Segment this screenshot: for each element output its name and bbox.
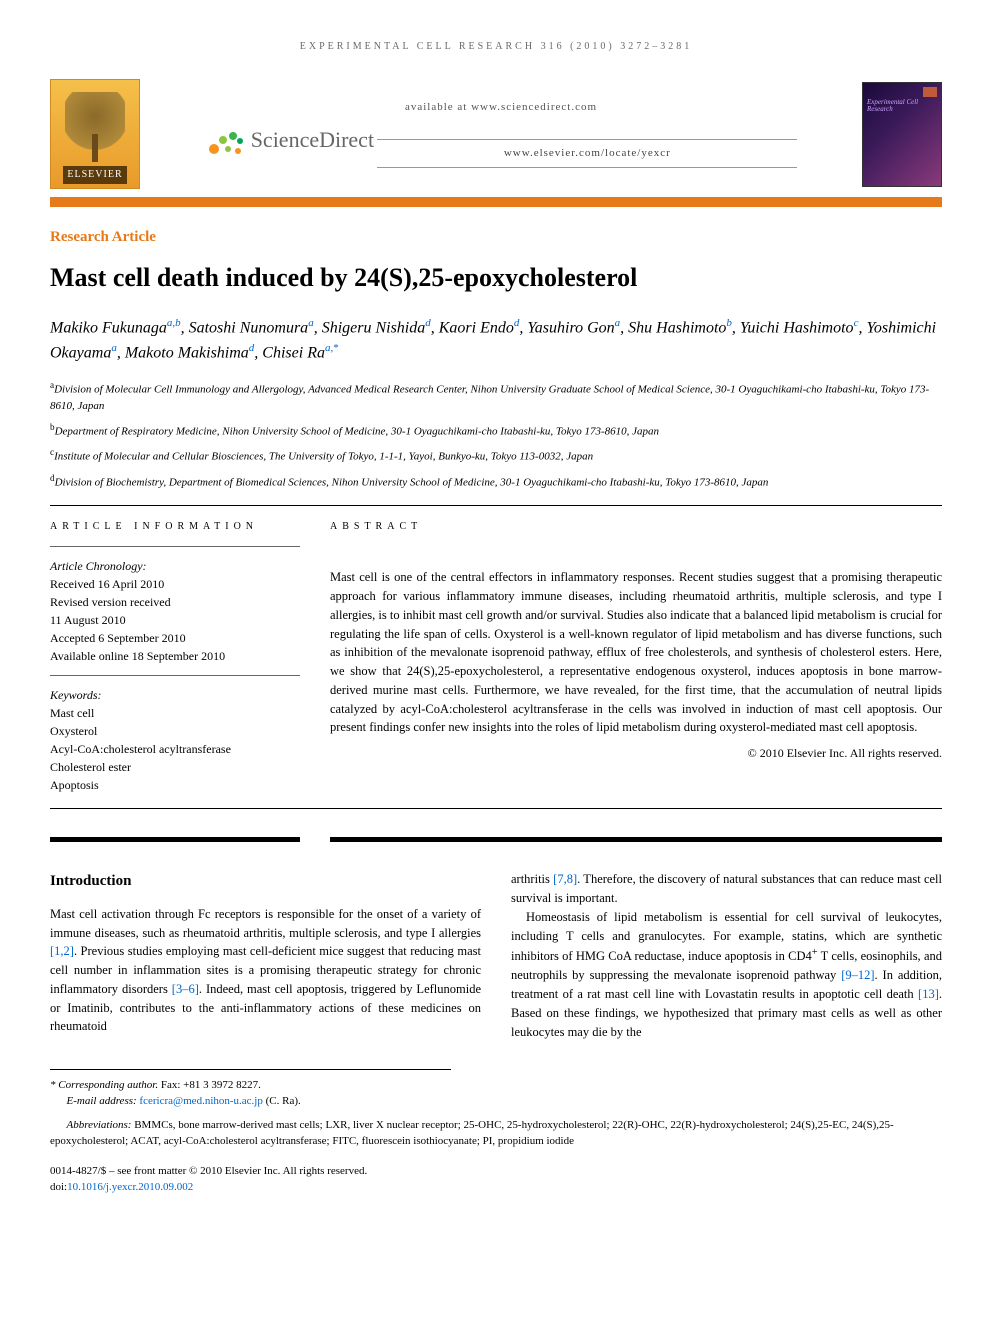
revised-date: 11 August 2010 xyxy=(50,611,300,629)
keyword: Mast cell xyxy=(50,704,300,722)
article-chronology: Article Chronology: Received 16 April 20… xyxy=(50,557,300,665)
sciencedirect-wordmark: ScienceDirect xyxy=(251,125,374,156)
info-rule-2 xyxy=(50,675,300,676)
corresponding-footnote: * Corresponding author. Fax: +81 3 3972 … xyxy=(50,1069,451,1110)
running-head: EXPERIMENTAL CELL RESEARCH 316 (2010) 32… xyxy=(50,40,942,54)
intro-para-1: Mast cell activation through Fc receptor… xyxy=(50,905,481,1036)
keywords-block: Keywords: Mast cellOxysterolAcyl-CoA:cho… xyxy=(50,686,300,794)
accepted-line: Accepted 6 September 2010 xyxy=(50,629,300,647)
doi-link: 10.1016/j.yexcr.2010.09.002 xyxy=(67,1181,193,1193)
journal-cover-thumbnail: Experimental Cell Research xyxy=(862,82,942,187)
keyword: Acyl-CoA:cholesterol acyltransferase xyxy=(50,740,300,758)
corr-author-label: * Corresponding author. xyxy=(50,1079,158,1091)
keywords-list: Mast cellOxysterolAcyl-CoA:cholesterol a… xyxy=(50,704,300,794)
affiliation-a: aDivision of Molecular Cell Immunology a… xyxy=(50,379,942,415)
issn-doi-block: 0014-4827/$ – see front matter © 2010 El… xyxy=(50,1164,942,1196)
intro-para-2: arthritis [7,8]. Therefore, the discover… xyxy=(511,870,942,908)
keywords-label: Keywords: xyxy=(50,686,300,704)
body-col-left: Introduction Mast cell activation throug… xyxy=(50,870,481,1041)
author-list: Makiko Fukunagaa,b, Satoshi Nunomuraa, S… xyxy=(50,315,942,366)
affiliation-b: bDepartment of Respiratory Medicine, Nih… xyxy=(50,421,942,441)
sciencedirect-logo: ScienceDirect xyxy=(205,125,374,156)
received-line: Received 16 April 2010 xyxy=(50,575,300,593)
elsevier-wordmark: ELSEVIER xyxy=(63,166,126,184)
thick-bar-left xyxy=(50,837,300,842)
info-rule-1 xyxy=(50,546,300,547)
masthead-center: available at www.sciencedirect.com Scien… xyxy=(155,90,847,178)
article-title: Mast cell death induced by 24(S),25-epox… xyxy=(50,262,942,295)
affiliation-c: cInstitute of Molecular and Cellular Bio… xyxy=(50,446,942,466)
elsevier-tree-icon xyxy=(65,92,125,162)
corr-fax: Fax: +81 3 3972 8227. xyxy=(158,1079,261,1091)
email-line: E-mail address: fcericra@med.nihon-u.ac.… xyxy=(50,1095,301,1107)
issn-line: 0014-4827/$ – see front matter © 2010 El… xyxy=(50,1164,942,1180)
citation-3-6: [3–6] xyxy=(172,982,199,996)
online-line: Available online 18 September 2010 xyxy=(50,647,300,665)
available-at-line: available at www.sciencedirect.com xyxy=(155,100,847,115)
abstract-copyright: © 2010 Elsevier Inc. All rights reserved… xyxy=(330,745,942,762)
keyword: Oxysterol xyxy=(50,722,300,740)
citation-13: [13] xyxy=(918,987,939,1001)
journal-cover-title: Experimental Cell Research xyxy=(867,99,941,114)
keyword: Cholesterol ester xyxy=(50,758,300,776)
sciencedirect-swirl-icon xyxy=(205,126,245,156)
abstract-text: Mast cell is one of the central effector… xyxy=(330,568,942,737)
thick-bar-right xyxy=(330,837,942,842)
citation-7-8: [7,8] xyxy=(553,872,577,886)
affiliation-d: dDivision of Biochemistry, Department of… xyxy=(50,472,942,492)
info-abstract-row: ARTICLE INFORMATION Article Chronology: … xyxy=(50,520,942,794)
journal-url: www.elsevier.com/locate/yexcr xyxy=(377,139,797,168)
chronology-label: Article Chronology: xyxy=(50,557,300,575)
corr-email: fcericra@med.nihon-u.ac.jp xyxy=(139,1095,262,1107)
article-type: Research Article xyxy=(50,227,942,248)
body-col-right: arthritis [7,8]. Therefore, the discover… xyxy=(511,870,942,1041)
keyword: Apoptosis xyxy=(50,776,300,794)
masthead: ELSEVIER available at www.sciencedirect.… xyxy=(50,79,942,189)
citation-9-12: [9–12] xyxy=(841,968,874,982)
article-info-heading: ARTICLE INFORMATION xyxy=(50,520,300,534)
orange-divider-bar xyxy=(50,197,942,207)
revised-label: Revised version received xyxy=(50,593,300,611)
article-info-column: ARTICLE INFORMATION Article Chronology: … xyxy=(50,520,300,794)
rule-above-info xyxy=(50,505,942,506)
thick-bar-row xyxy=(50,823,942,860)
abstract-heading: ABSTRACT xyxy=(330,520,942,534)
doi-line: doi:10.1016/j.yexcr.2010.09.002 xyxy=(50,1180,942,1196)
elsevier-logo: ELSEVIER xyxy=(50,79,140,189)
affiliation-list: aDivision of Molecular Cell Immunology a… xyxy=(50,379,942,491)
citation-1-2: [1,2] xyxy=(50,944,74,958)
abstract-column: ABSTRACT Mast cell is one of the central… xyxy=(330,520,942,794)
introduction-heading: Introduction xyxy=(50,870,481,893)
intro-para-3: Homeostasis of lipid metabolism is essen… xyxy=(511,908,942,1041)
body-columns: Introduction Mast cell activation throug… xyxy=(50,870,942,1041)
abbreviations-footnote: Abbreviations: BMMCs, bone marrow-derive… xyxy=(50,1118,942,1150)
rule-below-info xyxy=(50,808,942,809)
